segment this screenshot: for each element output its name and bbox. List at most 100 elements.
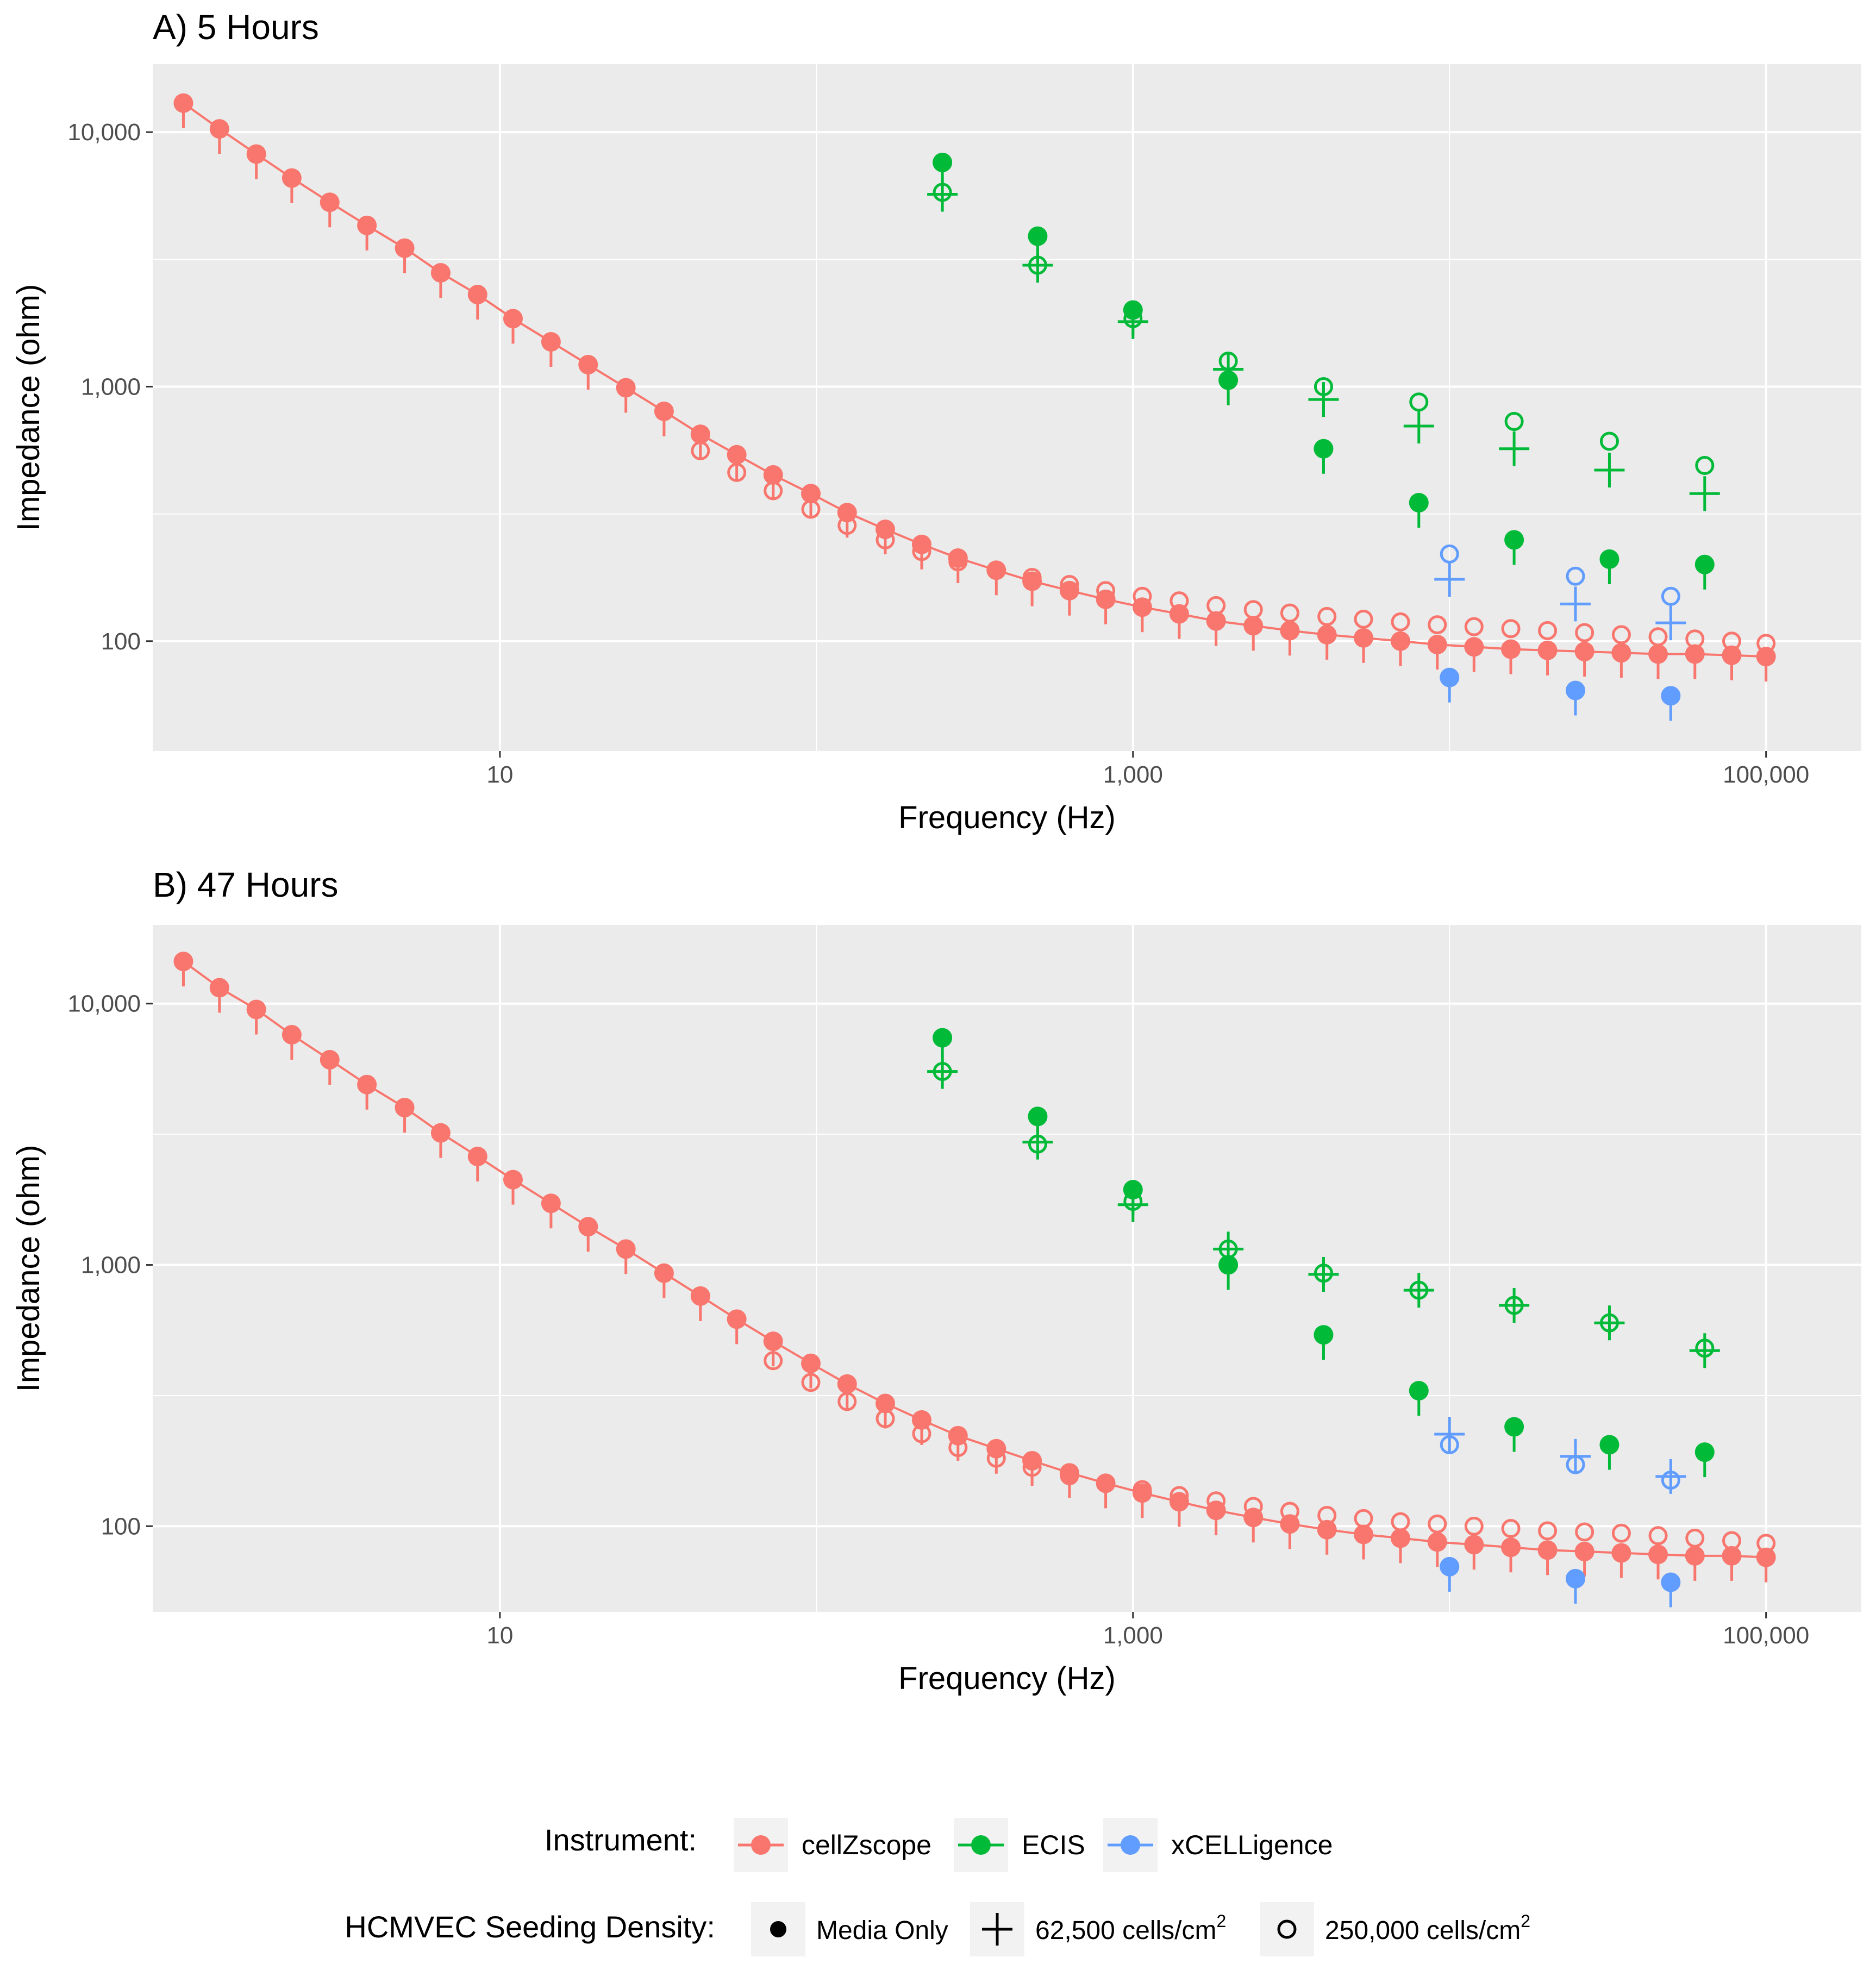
cellzscope-media-only-point — [430, 263, 451, 283]
cellzscope-media-only-point — [763, 1331, 783, 1352]
x-axis-label: Frequency (Hz) — [898, 1661, 1116, 1696]
ecis-62500-point — [1022, 1124, 1053, 1160]
cellzscope-media-only-point — [1022, 1450, 1042, 1471]
ecis-62500-point — [1308, 1256, 1339, 1292]
cellzscope-media-only-point — [395, 238, 415, 258]
legend-label-cellzscope: cellZscope — [802, 1830, 931, 1860]
ecis-62500-point — [1499, 1288, 1530, 1323]
ecis-media-only-point — [1694, 554, 1715, 574]
xcelligence-250000-point — [1661, 1471, 1680, 1490]
cellzscope-media-only-point — [1756, 647, 1776, 667]
cellzscope-media-only-point — [727, 445, 747, 465]
cellzscope-media-only-point — [357, 215, 377, 235]
cellzscope-media-only-point — [727, 1309, 747, 1329]
legend-dot-cellzscope — [751, 1835, 771, 1855]
cellzscope-media-only-point — [1611, 643, 1631, 663]
legend-label-250000: 250,000 cells/cm2 — [1325, 1911, 1530, 1945]
ecis-250000-point — [1218, 351, 1238, 371]
legend-label-media-only: Media Only — [816, 1916, 948, 1945]
cellzscope-250000-point — [1428, 1514, 1447, 1534]
legend-density-title: HCMVEC Seeding Density: — [345, 1910, 715, 1944]
cellzscope-250000-point — [1722, 631, 1741, 651]
cellzscope-media-only-point — [357, 1074, 377, 1095]
cellzscope-media-only-point — [395, 1098, 415, 1118]
cellzscope-media-only-point — [1464, 637, 1484, 657]
ecis-250000-point — [1028, 1134, 1047, 1154]
x-tick-label: 100,000 — [1723, 761, 1809, 788]
ecis-62500-point — [1594, 453, 1625, 488]
x-tick-label: 100,000 — [1723, 1622, 1809, 1649]
cellzscope-250000-point — [1170, 1486, 1189, 1505]
ecis-media-only-point — [1409, 1381, 1429, 1401]
cellzscope-media-only-point — [1611, 1543, 1631, 1563]
ecis-media-only-point — [1028, 1106, 1048, 1127]
ecis-250000-point — [1409, 1280, 1429, 1300]
ecis-media-only-point — [1599, 549, 1619, 569]
cellzscope-media-only-point — [503, 309, 523, 329]
cellzscope-250000-point — [1133, 1480, 1152, 1499]
cellzscope-250000-point — [1206, 596, 1226, 615]
legend-key-250000 — [1260, 1902, 1314, 1956]
cellzscope-250000-point — [1611, 625, 1631, 645]
cellzscope-media-only-point — [578, 1217, 598, 1237]
xcelligence-250000-point — [1440, 1435, 1459, 1454]
cellzscope-250000-point — [948, 552, 968, 572]
cellzscope-250000-point — [1280, 1502, 1299, 1521]
y-tick-label: 10,000 — [67, 991, 141, 1017]
ecis-62500-point — [1689, 476, 1720, 511]
legend-symbol-62500 — [982, 1913, 1012, 1946]
cellzscope-250000-point — [1391, 1512, 1410, 1531]
cellzscope-media-only-point — [801, 1353, 821, 1373]
legend-label-62500: 62,500 cells/cm2 — [1035, 1911, 1226, 1945]
cellzscope-media-only-point — [1722, 645, 1742, 665]
cellzscope-media-only-point — [837, 1374, 857, 1394]
cellzscope-media-only-point — [1022, 571, 1042, 591]
cellzscope-media-only-point — [616, 378, 636, 398]
cellzscope-250000-point — [727, 462, 747, 482]
cellzscope-media-only-point — [616, 1239, 636, 1259]
ecis-62500-point — [927, 1054, 958, 1089]
ecis-250000-point — [1314, 1264, 1333, 1283]
cellzscope-250000-point — [1501, 619, 1521, 639]
cellzscope-250000-point — [1648, 1526, 1668, 1546]
legend-label-ecis: ECIS — [1022, 1830, 1085, 1860]
cellzscope-media-only-point — [1243, 616, 1264, 636]
cellzscope-media-only-point — [690, 1286, 710, 1306]
xcelligence-250000-point — [1566, 1455, 1585, 1474]
panel-a-5-hours: 10 1,000 100,000 100 1,000 10,000 A) 5 Hours Fr… — [11, 8, 1861, 835]
ecis-media-only-point — [1504, 1417, 1524, 1437]
cellzscope-media-only-point — [173, 952, 193, 972]
plot-background — [153, 64, 1861, 751]
ecis-250000-point — [1599, 431, 1619, 451]
ecis-250000-point — [1123, 1192, 1143, 1211]
ecis-250000-point — [1028, 255, 1047, 275]
cellzscope-250000-point — [1354, 1509, 1373, 1528]
cellzscope-250000-point — [1317, 1505, 1337, 1525]
ecis-media-only-point — [933, 1028, 953, 1048]
legend-instrument-title: Instrument: — [545, 1823, 697, 1857]
cellzscope-250000-point — [1756, 634, 1776, 653]
ecis-media-only-point — [1409, 492, 1429, 512]
cellzscope-250000-point — [1501, 1519, 1521, 1539]
ecis-media-only-point — [1314, 1325, 1334, 1345]
cellzscope-media-only-point — [578, 355, 598, 375]
xcelligence-62500-point — [1655, 605, 1686, 641]
cellzscope-media-only-point — [209, 978, 229, 998]
cellzscope-media-only-point — [430, 1123, 451, 1143]
cellzscope-media-only-point — [467, 285, 487, 305]
ecis-62500-point — [1594, 1305, 1625, 1341]
y-tick-label: 1,000 — [81, 373, 141, 400]
cellzscope-250000-point — [691, 441, 710, 460]
cellzscope-250000-point — [1022, 567, 1042, 587]
ecis-250000-point — [1409, 392, 1429, 412]
cellzscope-250000-point — [912, 1424, 931, 1443]
legend-label-xcelligence: xCELLigence — [1171, 1830, 1333, 1860]
cellzscope-250000-point — [986, 1448, 1006, 1468]
xcelligence-media-only-point — [1566, 680, 1586, 701]
ecis-media-only-point — [1694, 1442, 1715, 1462]
ecis-62500-point — [927, 177, 958, 212]
cellzscope-250000-point — [1391, 612, 1410, 631]
cellzscope-media-only-point — [1059, 580, 1079, 601]
ecis-250000-point — [1695, 1339, 1715, 1358]
cellzscope-media-only-point — [690, 424, 710, 445]
